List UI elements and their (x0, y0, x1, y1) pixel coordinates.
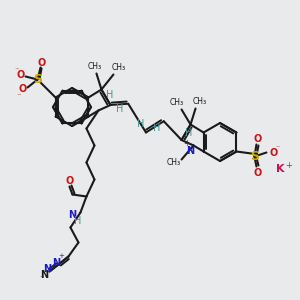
Text: CH₃: CH₃ (169, 98, 184, 107)
Text: O: O (16, 70, 25, 80)
Text: S: S (250, 150, 259, 163)
Text: N: N (187, 146, 195, 155)
Text: H: H (106, 90, 113, 100)
Text: ⁻: ⁻ (275, 143, 280, 152)
Text: O: O (269, 148, 278, 158)
Text: N: N (44, 265, 52, 275)
Text: +: + (183, 139, 190, 148)
Text: CH₃: CH₃ (111, 63, 125, 72)
Text: H: H (185, 128, 193, 138)
Text: K: K (276, 164, 285, 173)
Text: O: O (65, 176, 74, 185)
Text: O: O (253, 134, 262, 145)
Text: +: + (58, 254, 64, 260)
Text: CH₃: CH₃ (167, 158, 181, 167)
Text: +: + (285, 161, 292, 170)
Text: O: O (18, 85, 27, 94)
Text: H: H (116, 104, 123, 114)
Text: ⁻: ⁻ (16, 91, 21, 100)
Text: ⁻: ⁻ (14, 65, 19, 74)
Text: CH₃: CH₃ (87, 62, 101, 71)
Text: H: H (137, 119, 144, 129)
Text: CH₃: CH₃ (193, 97, 207, 106)
Text: H: H (74, 217, 81, 226)
Text: ⁻: ⁻ (39, 273, 44, 282)
Text: H: H (153, 123, 160, 133)
Text: S: S (33, 73, 42, 86)
Text: N: N (40, 271, 49, 281)
Text: N: N (68, 209, 76, 220)
Text: N: N (52, 257, 61, 268)
Text: O: O (253, 167, 262, 178)
Text: O: O (38, 58, 46, 68)
